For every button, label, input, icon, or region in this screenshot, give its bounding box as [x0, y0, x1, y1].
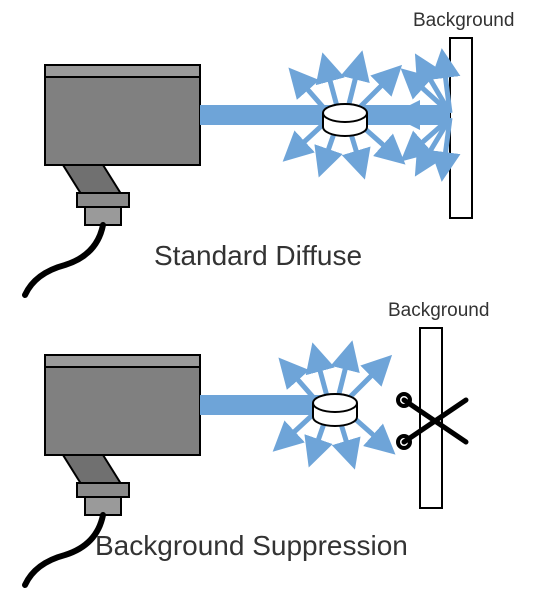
target-object-bottom [313, 394, 357, 426]
diagram-canvas: Background Standard Diffuse Background B… [0, 0, 545, 593]
label-background-bottom: Background [388, 300, 489, 322]
title-background-suppression: Background Suppression [95, 530, 408, 562]
beam-bottom [200, 395, 325, 415]
diagram-svg [0, 0, 545, 593]
label-background-top: Background [413, 10, 514, 32]
target-object-top [323, 104, 367, 136]
background-wall-top [450, 38, 472, 218]
scatter-arrows-wall [400, 58, 450, 172]
title-standard-diffuse: Standard Diffuse [154, 240, 362, 272]
